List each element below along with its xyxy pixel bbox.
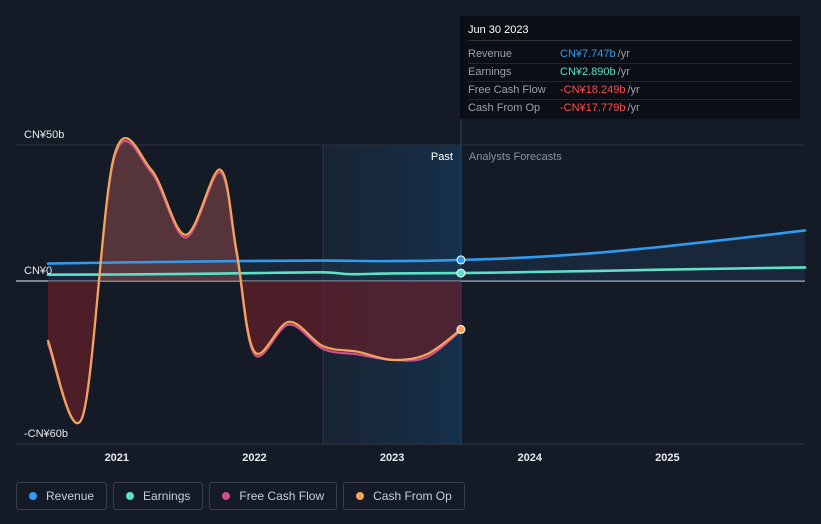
tooltip-label: Earnings bbox=[468, 66, 512, 78]
marker-earnings bbox=[456, 268, 466, 278]
tooltip-row-cash-from-op: Cash From Op -CN¥17.779b /yr bbox=[468, 100, 792, 117]
free-cash-flow-dot-icon bbox=[222, 492, 231, 500]
series-markers bbox=[456, 255, 466, 334]
series-lines bbox=[46, 137, 807, 425]
axis-labels: CN¥50b CN¥0 -CN¥60b 2021 2022 2023 2024 2025 Pas… bbox=[24, 129, 680, 464]
x-tick-label: 2023 bbox=[380, 452, 404, 464]
x-tick-label: 2022 bbox=[242, 452, 266, 464]
fcf-area-positive bbox=[48, 141, 461, 281]
tooltip-value: -CN¥17.779b bbox=[560, 102, 626, 114]
forecast-label: Analysts Forecasts bbox=[469, 151, 562, 163]
tooltip-value: -CN¥18.249b bbox=[560, 84, 626, 96]
tooltip-label: Free Cash Flow bbox=[468, 84, 546, 96]
tooltip-label: Cash From Op bbox=[468, 102, 541, 114]
tooltip-unit: /yr bbox=[627, 84, 640, 96]
past-label: Past bbox=[431, 151, 453, 163]
y-tick-label: CN¥0 bbox=[24, 265, 52, 277]
tooltip-date: Jun 30 2023 bbox=[468, 24, 792, 41]
marker-revenue bbox=[456, 255, 466, 265]
series-line-cash-from-op bbox=[46, 137, 462, 425]
x-tick-label: 2021 bbox=[105, 452, 129, 464]
legend-label: Free Cash Flow bbox=[239, 489, 325, 503]
series-line-revenue bbox=[46, 229, 807, 265]
y-tick-label: CN¥50b bbox=[24, 129, 64, 141]
legend-item-earnings[interactable]: Earnings bbox=[113, 482, 204, 510]
tooltip-label: Revenue bbox=[468, 48, 513, 60]
marker-cash-from-op bbox=[456, 324, 466, 334]
tooltip-value: CN¥2.890b bbox=[560, 66, 616, 78]
legend-label: Cash From Op bbox=[373, 489, 452, 503]
x-tick-label: 2025 bbox=[655, 452, 679, 464]
legend-item-cash-from-op[interactable]: Cash From Op bbox=[343, 482, 465, 510]
revenue-dot-icon bbox=[29, 492, 37, 500]
cash-from-op-dot-icon bbox=[356, 492, 365, 500]
legend-label: Revenue bbox=[46, 489, 95, 503]
tooltip-value: CN¥7.747b bbox=[560, 48, 616, 60]
tooltip-row-free-cash-flow: Free Cash Flow -CN¥18.249b /yr bbox=[468, 82, 792, 100]
earnings-dot-icon bbox=[126, 492, 135, 500]
tooltip-unit: /yr bbox=[627, 102, 640, 114]
legend-item-revenue[interactable]: Revenue bbox=[16, 482, 108, 510]
legend-item-free-cash-flow[interactable]: Free Cash Flow bbox=[209, 482, 338, 510]
tooltip-row-revenue: Revenue CN¥7.747b /yr bbox=[468, 46, 792, 64]
tooltip-unit: /yr bbox=[617, 66, 630, 78]
tooltip-row-earnings: Earnings CN¥2.890b /yr bbox=[468, 64, 792, 82]
y-tick-label: -CN¥60b bbox=[24, 428, 68, 440]
series-line-earnings bbox=[46, 266, 807, 276]
tooltip-unit: /yr bbox=[617, 48, 630, 60]
legend-label: Earnings bbox=[143, 489, 191, 503]
x-tick-label: 2024 bbox=[517, 452, 542, 464]
legend: Revenue Earnings Free Cash Flow Cash Fro… bbox=[16, 482, 465, 510]
tooltip: Jun 30 2023 Revenue CN¥7.747b /yr Earnin… bbox=[460, 16, 800, 119]
